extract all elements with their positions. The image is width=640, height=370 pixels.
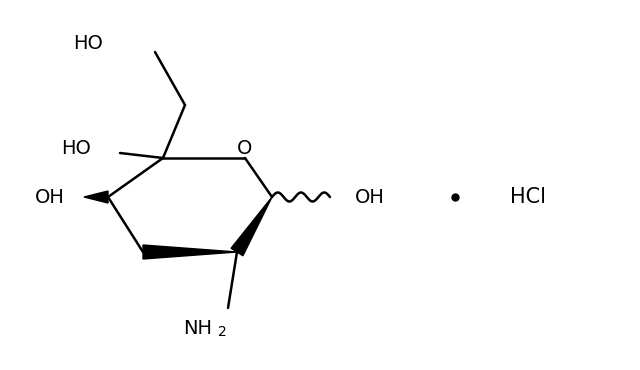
Text: 2: 2 [218, 325, 227, 339]
Text: O: O [237, 138, 253, 158]
Text: HO: HO [73, 34, 103, 53]
Polygon shape [143, 245, 237, 259]
Text: HCl: HCl [510, 187, 546, 207]
Text: OH: OH [35, 188, 65, 206]
Text: NH: NH [183, 319, 212, 337]
Text: OH: OH [355, 188, 385, 206]
Polygon shape [231, 197, 272, 256]
Text: HO: HO [61, 138, 91, 158]
Polygon shape [84, 191, 108, 203]
